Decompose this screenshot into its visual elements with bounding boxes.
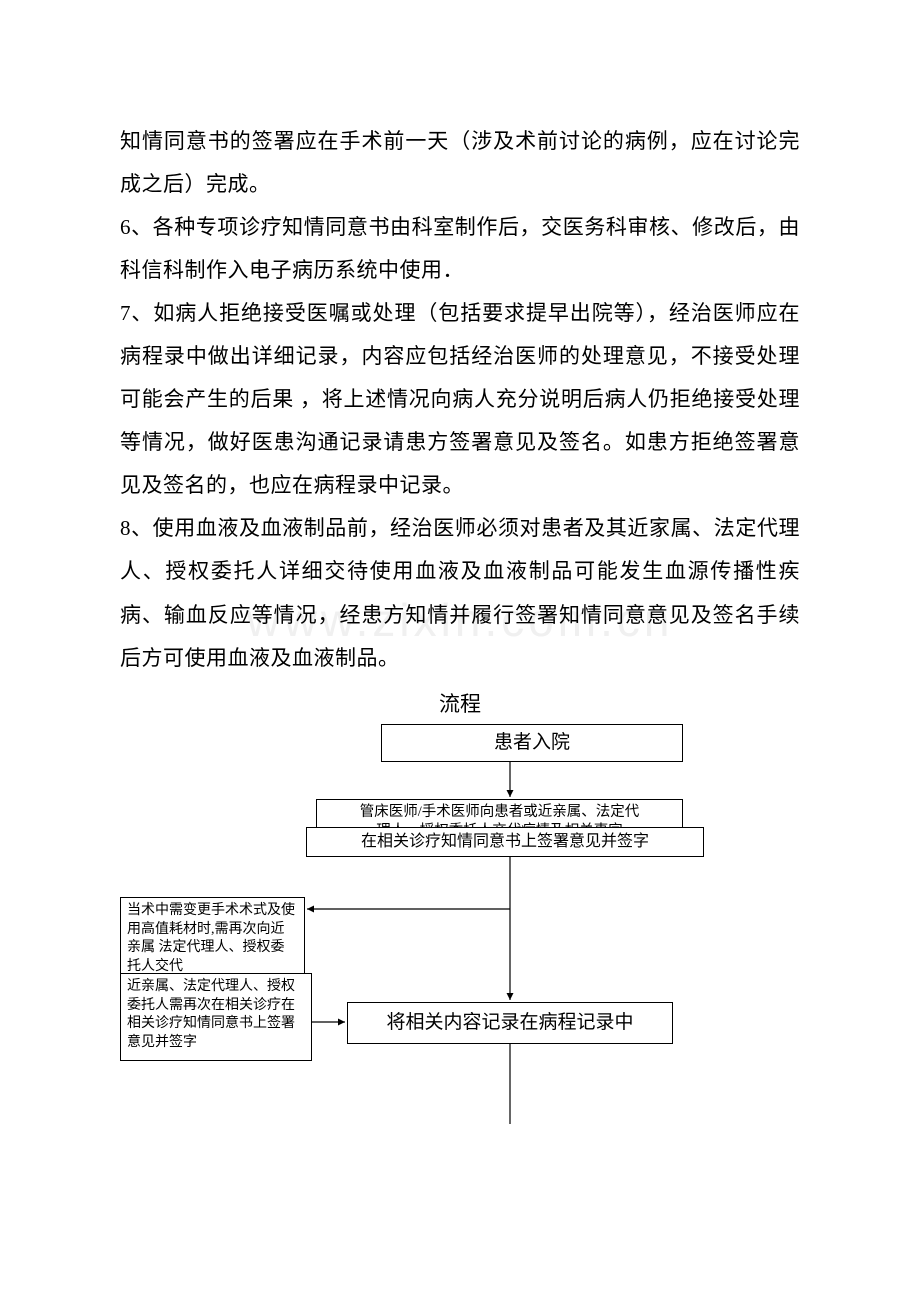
flow-side-change-label: 当术中需变更手术术式及使用高值耗材时,需再次向近亲属 法定代理人、授权委托人交代 (127, 902, 298, 978)
flow-side-resign: 近亲属、法定代理人、授权委托人需再次在相关诊疗在相关诊疗知情同意书上签署意见并签… (120, 973, 312, 1061)
paragraph-3: 8、使用血液及血液制品前，经治医师必须对患者及其近家属、法定代理人、授权委托人详… (120, 507, 800, 679)
flow-node-sign-label: 在相关诊疗知情同意书上签署意见并签字 (361, 831, 649, 853)
flow-side-resign-label: 近亲属、法定代理人、授权委托人需再次在相关诊疗在相关诊疗知情同意书上签署意见并签… (127, 978, 305, 1054)
flow-side-change: 当术中需变更手术术式及使用高值耗材时,需再次向近亲属 法定代理人、授权委托人交代 (120, 897, 305, 985)
paragraph-1: 6、各种专项诊疗知情同意书由科室制作后，交医务科审核、修改后，由科信科制作入电子… (120, 206, 800, 292)
flow-node-admission-label: 患者入院 (494, 730, 570, 756)
content-area: 知情同意书的签署应在手术前一天（涉及术前讨论的病例，应在讨论完成之后）完成。 6… (120, 120, 800, 1124)
flow-node-record-label: 将相关内容记录在病程记录中 (386, 1010, 633, 1036)
paragraph-0: 知情同意书的签署应在手术前一天（涉及术前讨论的病例，应在讨论完成之后）完成。 (120, 120, 800, 206)
paragraph-2: 7、如病人拒绝接受医嘱或处理（包括要求提早出院等），经治医师应在病程录中做出详细… (120, 292, 800, 507)
document-page: www.zixin.com.cn 知情同意书的签署应在手术前一天（涉及术前讨论的… (0, 0, 920, 1302)
flowchart: 患者入院 管床医师/手术医师向患者或近亲属、法定代 理人、授权委托人交代病情及相… (120, 724, 800, 1124)
flowchart-title: 流程 (120, 688, 800, 718)
flow-node-admission: 患者入院 (381, 724, 683, 762)
flow-node-sign: 在相关诊疗知情同意书上签署意见并签字 (306, 827, 704, 857)
flow-node-record: 将相关内容记录在病程记录中 (347, 1002, 673, 1044)
flow-node-inform-line1: 管床医师/手术医师向患者或近亲属、法定代 (360, 803, 640, 823)
